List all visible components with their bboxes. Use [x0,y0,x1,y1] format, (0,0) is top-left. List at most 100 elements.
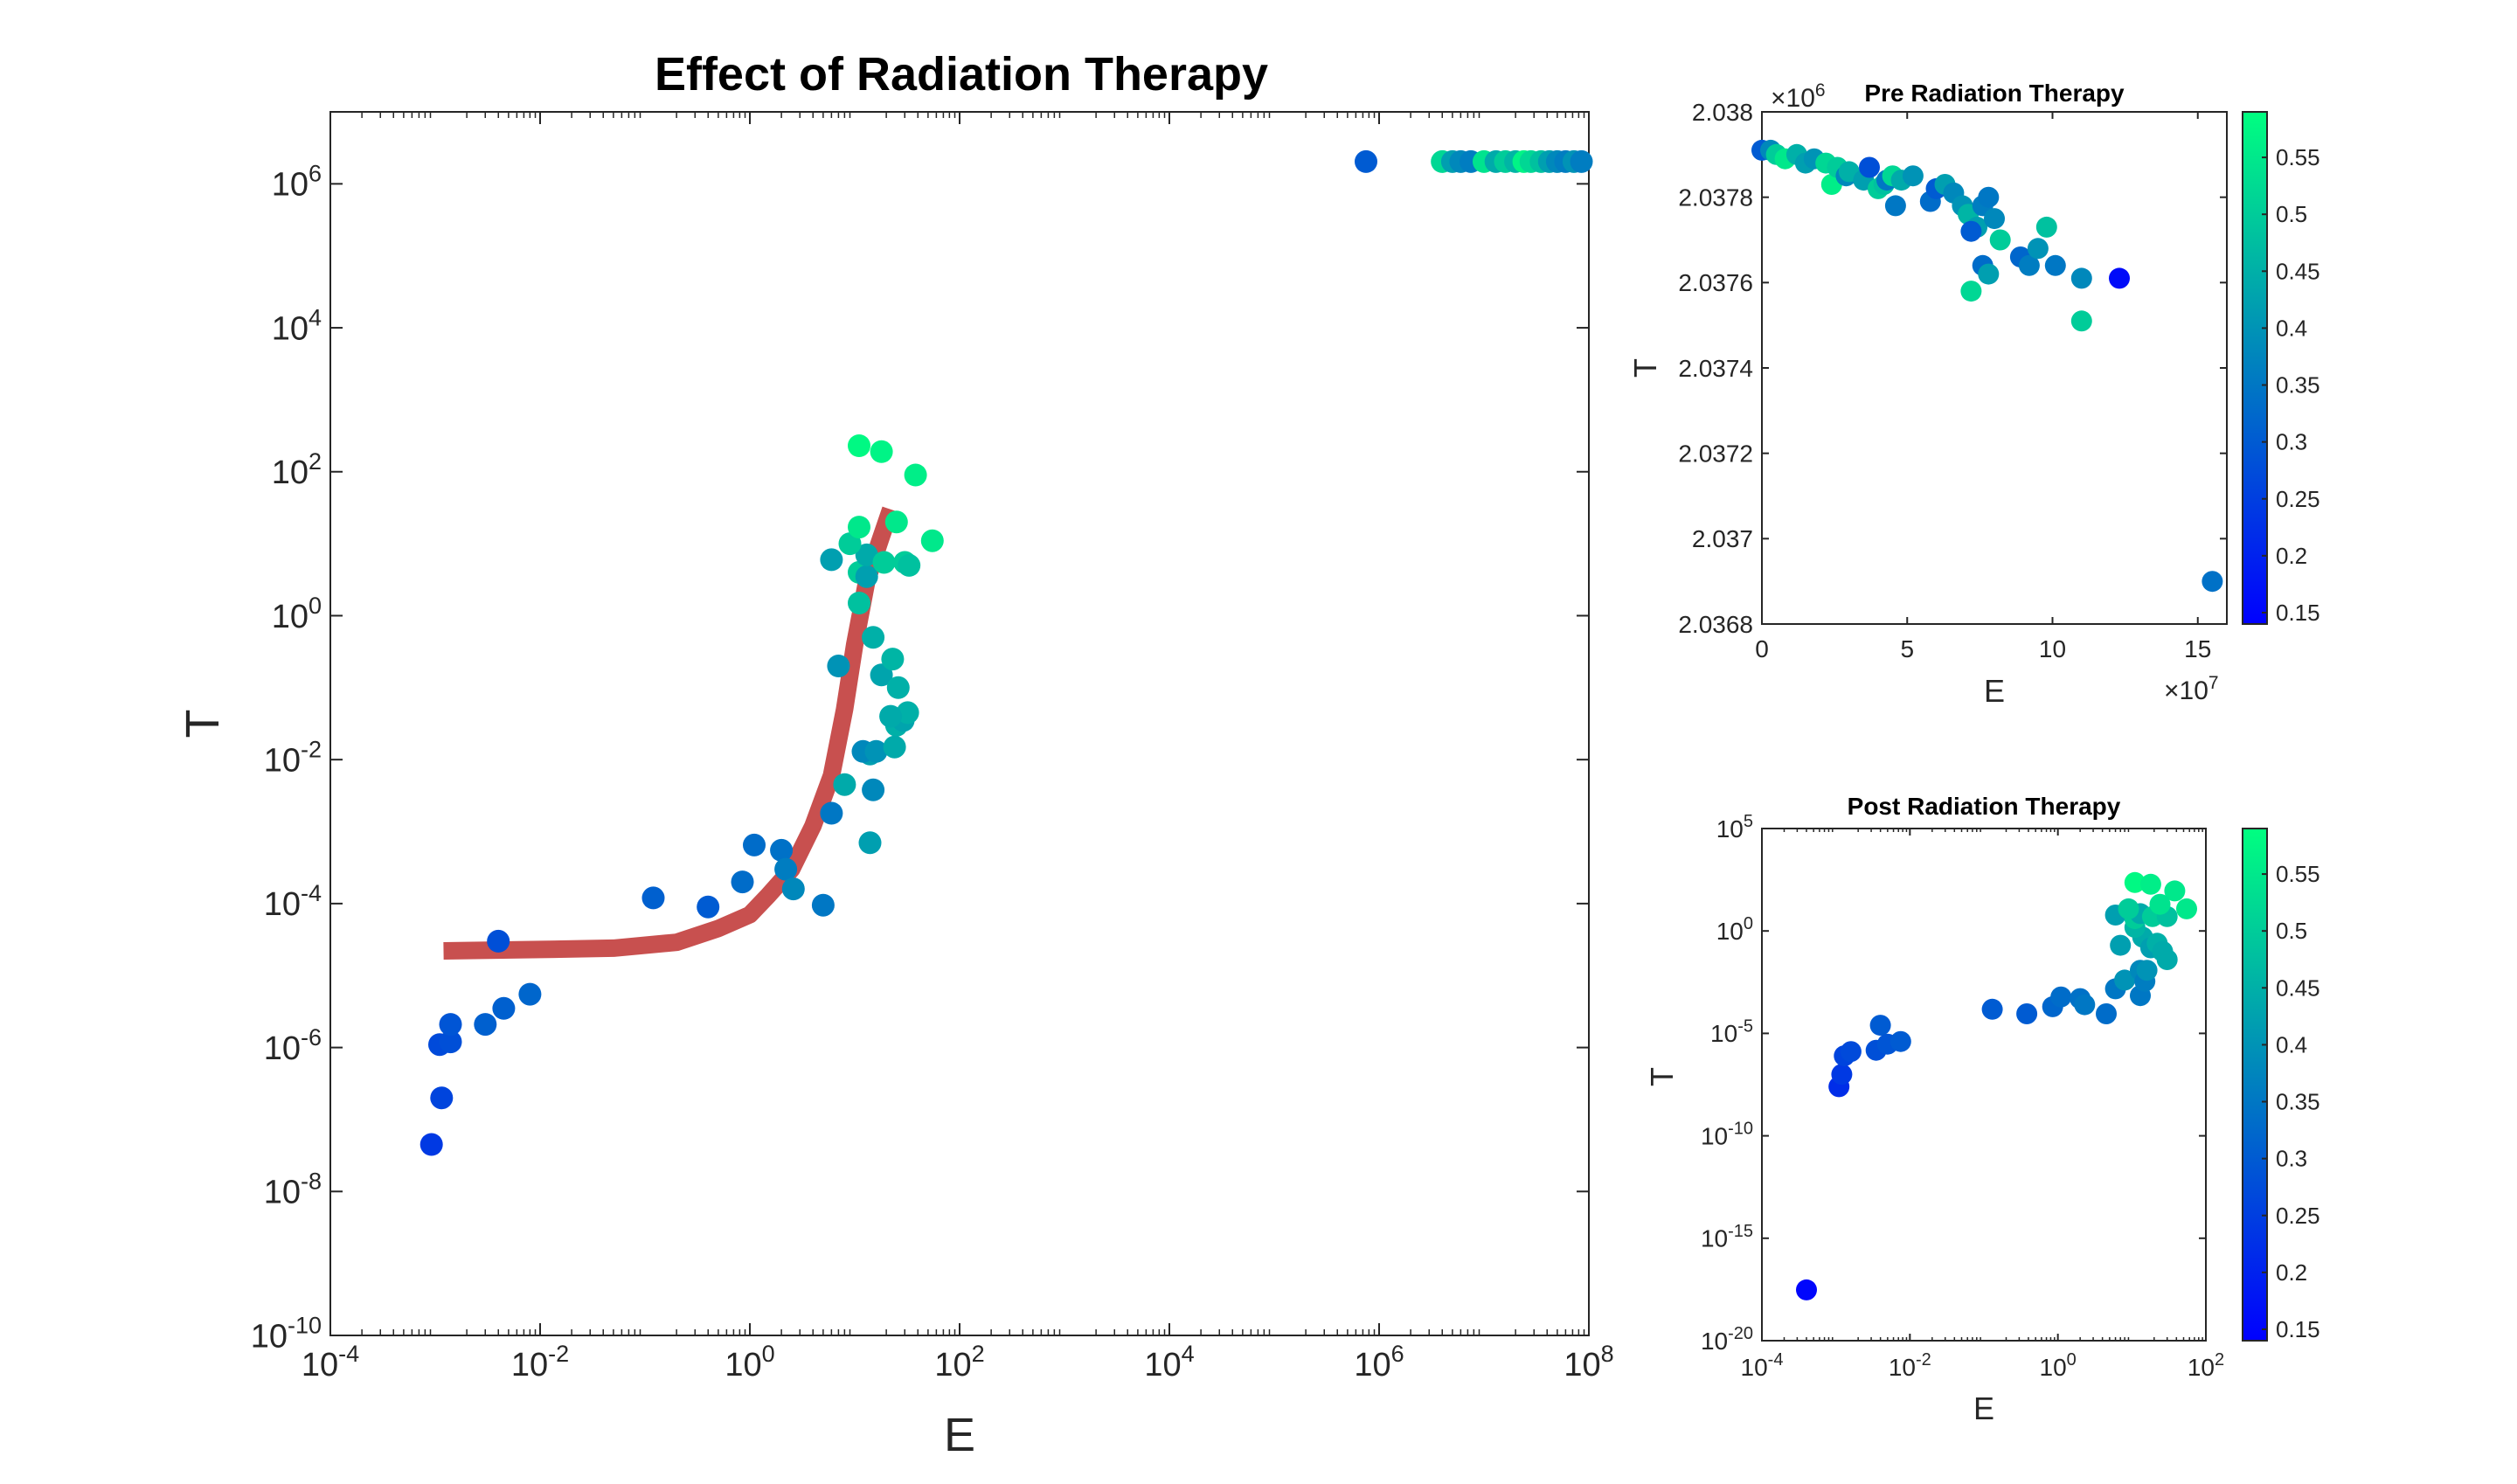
x-tick-label: 102 [2188,1350,2224,1381]
data-point [1978,186,2000,208]
data-point [2202,571,2223,593]
post-points [1796,871,2197,1300]
data-point [886,676,910,699]
main-x-label: E [944,1409,975,1461]
data-point [1978,263,2000,285]
data-point [1889,1030,1911,1052]
y-tick-label: 106 [272,161,322,204]
data-point [474,1013,497,1037]
x-tick-label: 10-2 [1889,1350,1931,1381]
data-point [1960,281,1982,302]
data-point [2139,873,2161,895]
data-point [879,704,903,728]
y-tick-label: 102 [272,448,322,491]
data-point [870,440,893,463]
y-tick-label: 100 [1716,914,1753,945]
data-point [870,663,893,687]
colorbar-tick-label: 0.45 [2276,974,2320,1001]
data-point [862,778,885,801]
data-point [1984,208,2005,230]
data-point [1570,149,1593,173]
pre-y-ticks: 2.0368 2.037 2.0372 2.0374 2.0376 2.0378 2.038 [1678,99,2227,638]
x-tick-label: 10 [2039,635,2066,662]
y-tick-label: 105 [1716,812,1753,843]
post-y-ticks: 10-20 10-15 10-10 10-5 100 105 [1701,812,2206,1355]
pre-title: Pre Radiation Therapy [1864,80,2125,107]
y-tick-label: 2.038 [1692,99,1753,126]
data-point [641,886,665,910]
y-tick-label: 2.0374 [1678,355,1753,382]
data-point [820,548,843,572]
main-y-label: T [177,710,229,739]
colorbar-tick-label: 0.25 [2276,486,2320,512]
data-point [848,592,870,614]
main-y-ticks: 10-10 10-8 10-6 10-4 10-2 100 102 104 106 [251,161,1589,1355]
data-point [848,434,870,457]
colorbar-tick-label: 0.3 [2276,1146,2307,1172]
data-point [731,870,754,894]
x-tick-label: 5 [1900,635,1914,662]
data-point [896,701,919,725]
main-chart: Effect of Radiation Therapy 10-4 10-2 100 1… [177,48,1614,1461]
data-point [855,565,878,588]
data-point [770,838,794,862]
data-point [1840,1041,1862,1063]
data-point [2149,893,2171,915]
colorbar-tick-label: 0.45 [2276,258,2320,284]
post-minor-ticks [1783,829,2203,1341]
y-tick-label: 2.037 [1692,525,1753,552]
data-point [1989,229,2011,251]
data-point [774,857,798,881]
post-colorbar-ticks: 0.15 0.2 0.25 0.3 0.35 0.4 0.45 0.5 0.55 [2262,861,2320,1342]
x-tick-label: 100 [2040,1350,2077,1381]
x-tick-label: 10-4 [302,1341,359,1383]
colorbar-tick-label: 0.35 [2276,372,2320,399]
data-point [2164,880,2186,902]
data-point [2018,254,2040,276]
data-point [420,1133,443,1156]
data-point [2016,1003,2038,1024]
x-tick-label: 10-2 [511,1341,569,1383]
colorbar-tick-label: 0.25 [2276,1203,2320,1229]
x-tick-label: 106 [1354,1341,1404,1383]
post-colorbar [2242,828,2268,1342]
y-tick-label: 100 [272,593,322,635]
data-point [811,893,835,917]
data-point [855,543,878,566]
y-tick-label: 10-10 [251,1312,322,1355]
data-point [820,801,843,825]
x-tick-label: 0 [1755,635,1769,662]
data-point [1796,1279,1817,1300]
x-tick-label: 102 [934,1341,984,1383]
data-point [883,735,906,759]
y-tick-label: 2.0376 [1678,269,1753,296]
x-tick-label: 15 [2184,635,2211,662]
y-tick-label: 2.0368 [1678,611,1753,638]
data-point [884,510,908,534]
data-point [827,655,850,677]
colorbar-tick-label: 0.5 [2276,201,2307,227]
data-point [1869,1015,1891,1037]
pre-chart: Pre Radiation Therapy 0 5 10 15 2.0368 2.037… [1627,80,2320,709]
colorbar-tick-label: 0.2 [2276,1259,2307,1286]
data-point [439,1013,462,1037]
colorbar-tick-label: 0.4 [2276,315,2307,341]
data-point [2027,238,2049,260]
data-point [430,1086,454,1110]
data-point [864,739,888,763]
data-point [2109,267,2130,289]
data-point [492,996,516,1020]
y-tick-label: 2.0372 [1678,440,1753,467]
colorbar-tick-label: 0.15 [2276,1316,2320,1342]
data-point [2176,898,2197,919]
pre-points [1751,139,2223,593]
data-point [833,773,856,796]
main-minor-ticks [361,112,1585,1335]
colorbar-tick-label: 0.55 [2276,861,2320,887]
data-point [2114,969,2136,991]
data-point [862,626,885,649]
colorbar-tick-label: 0.2 [2276,543,2307,569]
data-point [487,929,510,953]
colorbar-tick-label: 0.4 [2276,1031,2307,1058]
data-point [1960,220,1982,242]
